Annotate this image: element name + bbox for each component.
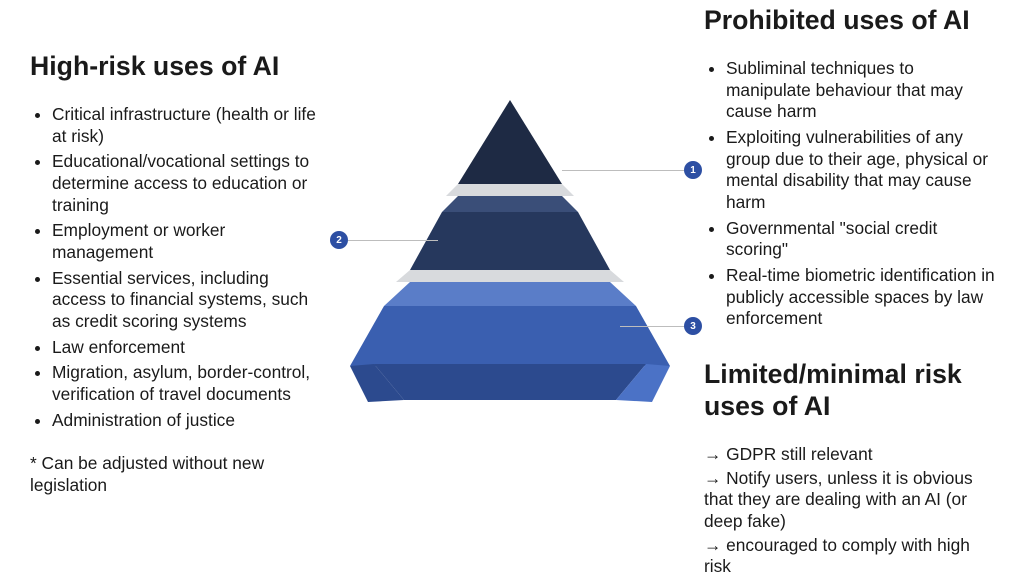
list-item: Critical infrastructure (health or life … — [52, 104, 320, 147]
list-item: Governmental "social credit scoring" — [726, 218, 1000, 261]
limited-risk-list: → GDPR still relevant → Notify users, un… — [704, 444, 1000, 578]
list-item: Law enforcement — [52, 337, 320, 359]
list-item: Exploiting vulnerabilities of any group … — [726, 127, 1000, 214]
connector-2 — [348, 240, 438, 241]
tier3-front — [350, 306, 670, 366]
high-risk-list: Critical infrastructure (health or life … — [30, 104, 320, 431]
limited-risk-heading: Limited/minimal risk uses of AI — [704, 358, 1000, 422]
marker-2: 2 — [330, 231, 348, 249]
list-item: Migration, asylum, border-control, verif… — [52, 362, 320, 405]
tier2-top — [442, 196, 578, 212]
prohibited-list: Subliminal techniques to manipulate beha… — [704, 58, 1000, 330]
gap-2-3 — [396, 270, 624, 282]
tier3-base-front — [374, 364, 646, 400]
arrow-item: → GDPR still relevant — [704, 444, 1000, 466]
prohibited-section: Prohibited uses of AI Subliminal techniq… — [704, 4, 1000, 330]
list-item: Educational/vocational settings to deter… — [52, 151, 320, 216]
tier3-top — [384, 282, 636, 306]
list-item: Administration of justice — [52, 410, 320, 432]
right-column: Prohibited uses of AI Subliminal techniq… — [704, 4, 1000, 580]
arrow-item: → encouraged to comply with high risk — [704, 535, 1000, 578]
list-item: Real-time biometric identification in pu… — [726, 265, 1000, 330]
risk-pyramid — [340, 100, 680, 420]
list-item: Subliminal techniques to manipulate beha… — [726, 58, 1000, 123]
high-risk-heading: High-risk uses of AI — [30, 50, 320, 82]
tier1-front — [458, 100, 562, 184]
arrow-item: → Notify users, unless it is obvious tha… — [704, 468, 1000, 533]
list-item: Essential services, including access to … — [52, 268, 320, 333]
prohibited-heading: Prohibited uses of AI — [704, 4, 1000, 36]
limited-risk-section: Limited/minimal risk uses of AI → GDPR s… — [704, 358, 1000, 578]
pyramid-svg — [340, 100, 680, 420]
high-risk-footnote: * Can be adjusted without new legislatio… — [30, 453, 320, 496]
tier2-front — [410, 212, 610, 270]
marker-3: 3 — [684, 317, 702, 335]
connector-1 — [562, 170, 684, 171]
marker-1: 1 — [684, 161, 702, 179]
connector-3 — [620, 326, 684, 327]
gap-1-2 — [446, 184, 574, 196]
list-item: Employment or worker management — [52, 220, 320, 263]
high-risk-section: High-risk uses of AI Critical infrastruc… — [30, 50, 320, 497]
